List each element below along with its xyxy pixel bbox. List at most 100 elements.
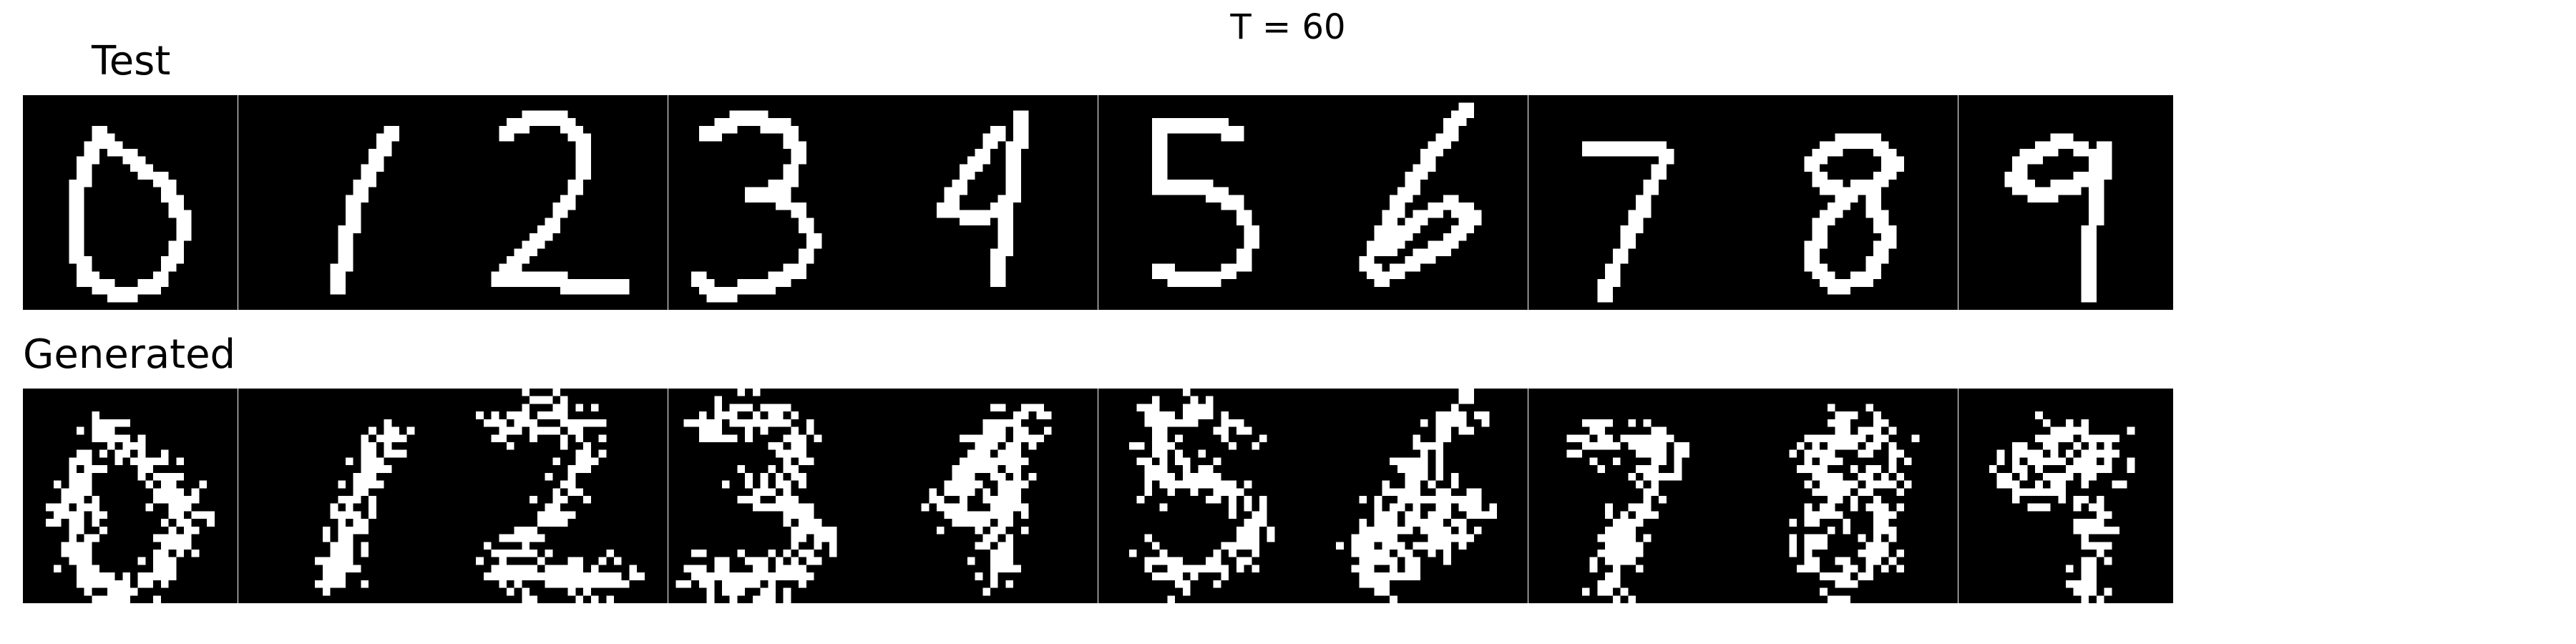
on-pixel xyxy=(153,279,161,287)
on-pixel xyxy=(61,542,69,550)
on-pixel xyxy=(1635,511,1644,519)
on-pixel xyxy=(752,389,761,396)
on-pixel xyxy=(345,210,353,218)
on-pixel xyxy=(1205,565,1214,573)
on-pixel xyxy=(522,534,530,542)
on-pixel xyxy=(575,286,584,295)
on-pixel xyxy=(1804,550,1813,557)
on-pixel xyxy=(952,503,960,512)
on-pixel xyxy=(2096,503,2104,512)
on-pixel xyxy=(1420,248,1428,256)
on-pixel xyxy=(2096,156,2104,165)
on-pixel xyxy=(2004,472,2012,481)
on-pixel xyxy=(84,457,92,466)
on-pixel xyxy=(552,511,560,519)
on-pixel xyxy=(191,526,200,535)
on-pixel xyxy=(1865,550,1874,557)
on-pixel xyxy=(514,271,522,280)
on-pixel xyxy=(1650,187,1659,195)
on-pixel xyxy=(122,419,130,427)
on-pixel xyxy=(1251,550,1259,557)
on-pixel xyxy=(1643,149,1651,157)
on-pixel xyxy=(1873,210,1881,218)
on-pixel xyxy=(1420,210,1428,218)
on-pixel xyxy=(384,449,391,458)
on-pixel xyxy=(77,225,84,233)
on-pixel xyxy=(760,480,768,489)
on-pixel xyxy=(1466,396,1474,404)
on-pixel xyxy=(92,496,100,504)
on-pixel xyxy=(798,572,806,580)
on-pixel xyxy=(345,496,353,504)
on-pixel xyxy=(168,572,177,580)
on-pixel xyxy=(798,565,806,573)
on-pixel xyxy=(1013,434,1021,442)
on-pixel xyxy=(1005,419,1014,427)
on-pixel xyxy=(1843,411,1850,419)
on-pixel xyxy=(1466,511,1474,519)
on-pixel xyxy=(514,256,522,264)
on-pixel xyxy=(92,426,100,435)
on-pixel xyxy=(499,426,507,435)
on-pixel xyxy=(1367,248,1375,256)
on-pixel xyxy=(1213,496,1221,504)
on-pixel xyxy=(829,542,837,550)
on-pixel xyxy=(330,286,338,295)
on-pixel xyxy=(137,442,146,450)
on-pixel xyxy=(1143,534,1152,542)
on-pixel xyxy=(168,179,177,187)
on-pixel xyxy=(790,511,799,519)
on-pixel xyxy=(552,496,560,504)
on-pixel xyxy=(1174,580,1183,588)
on-pixel xyxy=(783,465,791,473)
on-pixel xyxy=(1428,248,1436,256)
on-pixel xyxy=(1390,595,1397,603)
on-pixel xyxy=(1835,133,1843,142)
on-pixel xyxy=(1581,442,1590,450)
on-pixel xyxy=(1405,263,1413,272)
on-pixel xyxy=(1474,503,1482,512)
on-pixel xyxy=(2019,172,2027,180)
on-pixel xyxy=(2065,472,2074,481)
on-pixel xyxy=(1428,496,1436,504)
on-pixel xyxy=(61,496,69,504)
on-pixel xyxy=(1489,503,1498,512)
on-pixel xyxy=(744,480,753,489)
on-pixel xyxy=(1443,496,1451,504)
on-pixel xyxy=(1220,488,1229,496)
on-pixel xyxy=(1596,534,1605,542)
on-pixel xyxy=(2019,156,2027,165)
on-pixel xyxy=(1251,225,1259,233)
on-pixel xyxy=(160,572,169,580)
on-pixel xyxy=(1151,179,1160,187)
on-pixel xyxy=(1865,203,1874,210)
on-pixel xyxy=(1858,434,1866,442)
on-pixel xyxy=(77,156,84,165)
on-pixel xyxy=(122,595,130,603)
on-pixel xyxy=(775,271,784,280)
on-pixel xyxy=(137,557,146,565)
on-pixel xyxy=(1220,480,1229,489)
test-digit-1-image xyxy=(238,95,453,310)
on-pixel xyxy=(1880,511,1889,519)
on-pixel xyxy=(376,434,384,442)
on-pixel xyxy=(1820,279,1828,287)
on-pixel xyxy=(1996,449,2004,458)
on-pixel xyxy=(1843,279,1850,287)
on-pixel xyxy=(1236,542,1244,550)
on-pixel xyxy=(2088,572,2097,580)
on-pixel xyxy=(1643,141,1651,149)
on-pixel xyxy=(2026,149,2035,157)
on-pixel xyxy=(1812,534,1820,542)
on-pixel xyxy=(2026,449,2035,458)
on-pixel xyxy=(84,572,92,580)
on-pixel xyxy=(114,294,123,303)
on-pixel xyxy=(1643,442,1651,450)
on-pixel xyxy=(514,419,522,427)
on-pixel xyxy=(1190,480,1198,489)
on-pixel xyxy=(1450,110,1459,119)
on-pixel xyxy=(1674,465,1682,473)
on-pixel xyxy=(2019,179,2027,187)
on-pixel xyxy=(1259,511,1267,519)
on-pixel xyxy=(1820,480,1828,489)
